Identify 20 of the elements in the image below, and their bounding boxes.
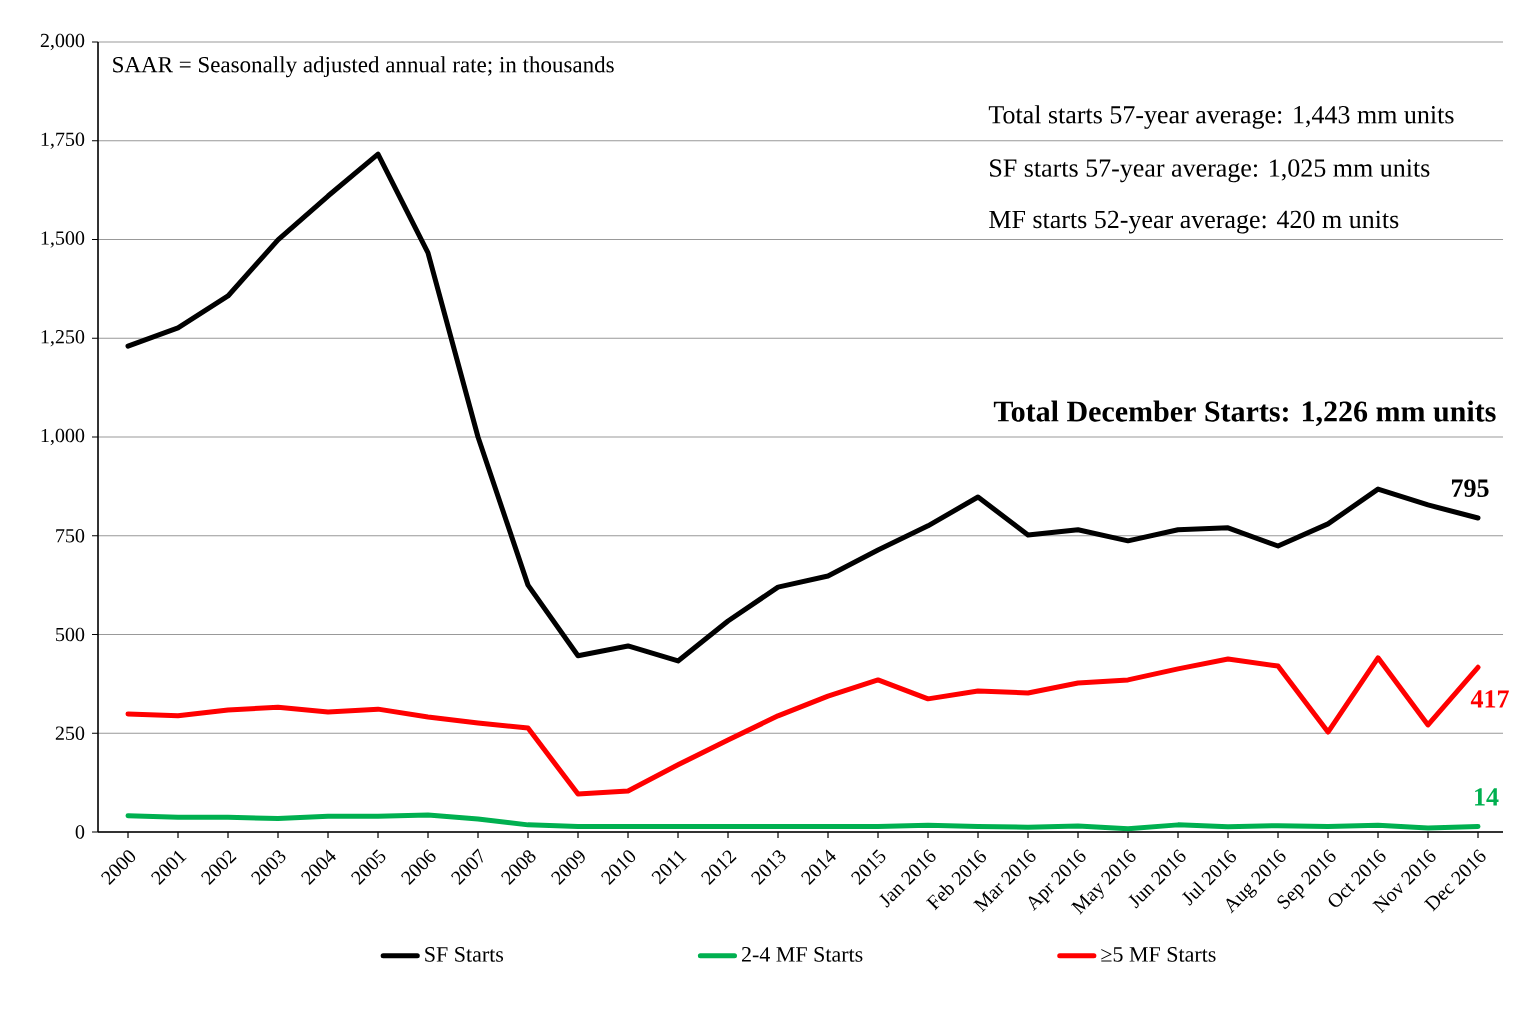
y-tick-label: 1,750: [41, 132, 85, 149]
legend-label: 2-4 MF Starts: [741, 947, 863, 962]
data-label: 795: [1451, 479, 1489, 497]
legend-label: ≥5 MF Starts: [1101, 947, 1216, 962]
annotation: SAAR = Seasonally adjusted annual rate; in thousands: [113, 56, 614, 78]
y-tick-label: 750: [56, 528, 85, 543]
y-tick-label: 0: [75, 825, 85, 839]
legend-label: SF Starts: [425, 947, 504, 962]
annotation: SF starts 57-year average: 1,025 mm units: [990, 159, 1430, 183]
data-label: 417: [1470, 690, 1509, 708]
data-label: 14: [1475, 788, 1499, 806]
annotation: MF starts 52-year average: 420 m units: [989, 210, 1399, 234]
y-tick-label: 1,000: [41, 428, 85, 446]
y-tick-label: 2,000: [40, 33, 85, 51]
y-tick-label: 1,250: [41, 330, 85, 347]
y-tick-label: 250: [55, 726, 85, 740]
y-tick-label: 500: [56, 627, 85, 642]
annotation: Total starts 57-year average: 1,443 mm units: [988, 105, 1454, 129]
y-tick-label: 1,500: [41, 231, 85, 248]
annotation: Total December Starts: 1,226 mm units: [993, 400, 1496, 427]
